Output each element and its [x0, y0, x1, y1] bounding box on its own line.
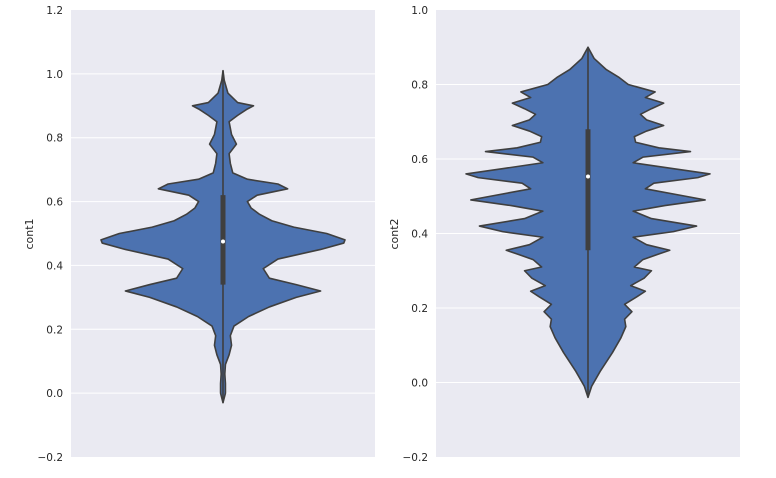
violin-cont1	[100, 69, 346, 404]
violin-panel-cont1: −0.2 0.0 0.2 0.4 0.6 0.8 1.0 1.2 cont1	[23, 5, 375, 464]
y-tick-label: 0.6	[411, 154, 428, 166]
y-axis-label-cont1: cont1	[23, 218, 36, 249]
y-tick-label: 0.2	[46, 324, 63, 336]
y-tick-label: 1.2	[46, 5, 63, 17]
y-tick-label: 0.0	[46, 388, 63, 400]
y-tick-label: 0.6	[46, 197, 63, 209]
violin-panel-cont2: −0.2 0.0 0.2 0.4 0.6 0.8 1.0 cont2	[388, 5, 740, 464]
y-tick-label: 0.2	[411, 303, 428, 315]
y-axis-label-cont2: cont2	[388, 218, 401, 249]
y-ticks-cont1: −0.2 0.0 0.2 0.4 0.6 0.8 1.0 1.2	[38, 5, 64, 464]
violin-cont2	[465, 46, 711, 399]
y-tick-label: 0.4	[46, 260, 63, 272]
y-tick-label: −0.2	[38, 452, 64, 464]
median-marker	[586, 174, 590, 179]
y-tick-label: −0.2	[403, 452, 429, 464]
median-marker	[221, 239, 225, 244]
y-tick-label: 1.0	[411, 5, 428, 17]
y-tick-label: 0.4	[411, 229, 428, 241]
y-tick-label: 1.0	[46, 69, 63, 81]
y-tick-label: 0.0	[411, 378, 428, 390]
y-tick-label: 0.8	[46, 133, 63, 145]
y-tick-label: 0.8	[411, 80, 428, 92]
y-ticks-cont2: −0.2 0.0 0.2 0.4 0.6 0.8 1.0	[403, 5, 429, 464]
